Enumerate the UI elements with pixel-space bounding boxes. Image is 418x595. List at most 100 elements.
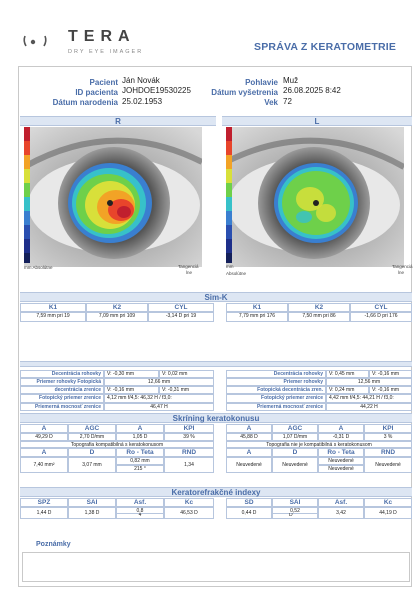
scr-r-rnd: 1,34 (164, 457, 214, 473)
ref-l-asf-head: Asf. (318, 498, 364, 507)
scr-l-area: Neuvedené (226, 457, 272, 473)
right-eye-bar: R (20, 116, 216, 126)
l-diam: 12,56 mm (326, 378, 412, 386)
ref-l-kc-head: Kc (364, 498, 412, 507)
report-title: SPRÁVA Z KERATOMETRIE (254, 41, 397, 53)
ref-r-sai-head: SAI (68, 498, 116, 507)
patient-sex: Muž (283, 76, 299, 85)
right-scale-absolute: mm Absolútne (24, 265, 53, 270)
exam-date: 26.08.2025 8:42 (283, 86, 341, 95)
left-scale-tangential-b: lne (398, 270, 405, 275)
scr-r-ro: 0,82 mm (116, 457, 164, 465)
simk-l-k2-head: K2 (288, 303, 350, 312)
scr-l-a3-head: A (226, 448, 272, 457)
scr-r-a2-head: A (116, 424, 164, 433)
notes-title: Poznámky (36, 541, 71, 548)
l-diam-label: Priemer rohovky (226, 378, 326, 386)
scr-l-teta: Neuvedené (318, 465, 364, 473)
ref-l-sd: 0,44 D (226, 507, 272, 519)
patient-sex-label: Pohlavie (245, 78, 278, 87)
scr-l-d-head: D (272, 448, 318, 457)
scr-r-d: 3,07 mm (68, 457, 116, 473)
right-color-scale (24, 127, 30, 263)
l-decentr-v: V: 0,45 mm (326, 370, 369, 378)
tera-logo: TERA DRY EYE IMAGER (22, 22, 172, 62)
left-scale-mm: mm (226, 264, 234, 269)
right-scale-tangential-a: Tangenciá (178, 264, 199, 269)
ref-r-asf: 0,8 (116, 507, 164, 514)
scr-l-ro-head: Ro - Teta (318, 448, 364, 457)
scr-r-ro-head: Ro - Teta (116, 448, 164, 457)
right-scale-tangential-b: lne (186, 270, 193, 275)
scr-l-kpi-head: KPI (364, 424, 412, 433)
ref-r-spz-head: SPZ (20, 498, 68, 507)
scr-l-a2: -0,31 D (318, 433, 364, 441)
scr-r-a2: 1,05 D (116, 433, 164, 441)
scr-l-rnd-head: RND (364, 448, 412, 457)
r-pup-dec-v: V: -0,16 mm (104, 386, 159, 394)
scr-r-rnd-head: RND (164, 448, 214, 457)
ref-l-sai-unit: D (272, 513, 318, 519)
simk-r-cyl: -3,14 D pri 19 (148, 312, 214, 322)
r-pup-dec-label: decentrácia zrenice (20, 386, 104, 394)
scr-r-a-head: A (20, 424, 68, 433)
exam-date-label: Dátum vyšetrenia (211, 88, 278, 97)
scr-r-area: 7,40 mm² (20, 457, 68, 473)
scr-l-ro: Neuvedené (318, 457, 364, 465)
simk-l-k1: 7,79 mm pri 176 (226, 312, 288, 322)
scr-l-topo: Topografia nie je kompatibilná s keratok… (226, 441, 412, 448)
params-bar (20, 361, 412, 367)
ref-l-sai-head: SAI (272, 498, 318, 507)
scr-l-rnd: Neuvedené (364, 457, 412, 473)
scr-r-agc: 2,70 D/mm (68, 433, 116, 441)
left-scale-tangential-a: Tangenciá (392, 264, 413, 269)
scr-r-topo: Topografia kompatibilná s keratokonusom (20, 441, 214, 448)
scr-r-a: 49,29 D (20, 433, 68, 441)
l-mean-label: Priemerná mocnosť zrenice (226, 403, 326, 411)
simk-r-k2: 7,09 mm pri 109 (86, 312, 148, 322)
left-eye-bar: L (222, 116, 412, 126)
simk-bar: Sim-K (20, 292, 412, 302)
scr-l-a: 45,88 D (226, 433, 272, 441)
age: 72 (283, 97, 292, 106)
simk-l-cyl-head: CYL (350, 303, 412, 312)
scr-l-agc: 1,07 D/mm (272, 433, 318, 441)
l-pup-dec-v2: V: -0,16 mm (369, 386, 412, 394)
simk-r-cyl-head: CYL (148, 303, 214, 312)
scr-l-a2-head: A (318, 424, 364, 433)
logo-text: TERA (68, 28, 136, 45)
ref-r-spz: 1,44 D (20, 507, 68, 519)
ref-r-kc-head: Kc (164, 498, 214, 507)
l-pup-dec-v: V: 0,24 mm (326, 386, 369, 394)
left-eye-topography (226, 127, 404, 267)
l-decentr-v2: V: -0,16 mm (369, 370, 412, 378)
r-diam: 12,66 mm (104, 378, 214, 386)
r-pup-dec-v2: V: -0,31 mm (159, 386, 214, 394)
l-pup-dec-label: Fotopická decentrácia zren. (226, 386, 326, 394)
scr-r-d-head: D (68, 448, 116, 457)
notes-box[interactable] (22, 552, 410, 582)
scr-r-kpi: 39 % (164, 433, 214, 441)
r-mean-label: Priemerná mocnosť zrenice (20, 403, 104, 411)
left-scale-absolute: Absolútne (226, 271, 247, 276)
simk-r-k1: 7,59 mm pri 19 (20, 312, 86, 322)
patient-dob-label: Dátum narodenia (52, 98, 118, 107)
l-pup-diam-label: Fotopický priemer zrenice (226, 394, 326, 403)
simk-l-k1-head: K1 (226, 303, 288, 312)
simk-r-k2-head: K2 (86, 303, 148, 312)
r-pup-diam-label: Fotopický priemer zrenice (20, 394, 104, 403)
ref-l-sd-head: SD (226, 498, 272, 507)
right-eye-topography (24, 127, 202, 267)
scr-r-teta: 215 ° (116, 465, 164, 473)
ref-l-asf: 3,42 (318, 507, 364, 519)
l-pup-diam: 4,42 mm f/4,5: 44,21 H / f3,0: (326, 394, 412, 403)
ref-r-sai: 1,38 D (68, 507, 116, 519)
eye-logo-icon (23, 35, 47, 47)
simk-r-k1-head: K1 (20, 303, 86, 312)
r-mean: 46,47 H (104, 403, 214, 411)
patient-name: Ján Novák (122, 76, 160, 85)
r-decentr-label: Decentrácia rohovky (20, 370, 104, 378)
age-label: Vek (264, 98, 278, 107)
scr-l-a-head: A (226, 424, 272, 433)
